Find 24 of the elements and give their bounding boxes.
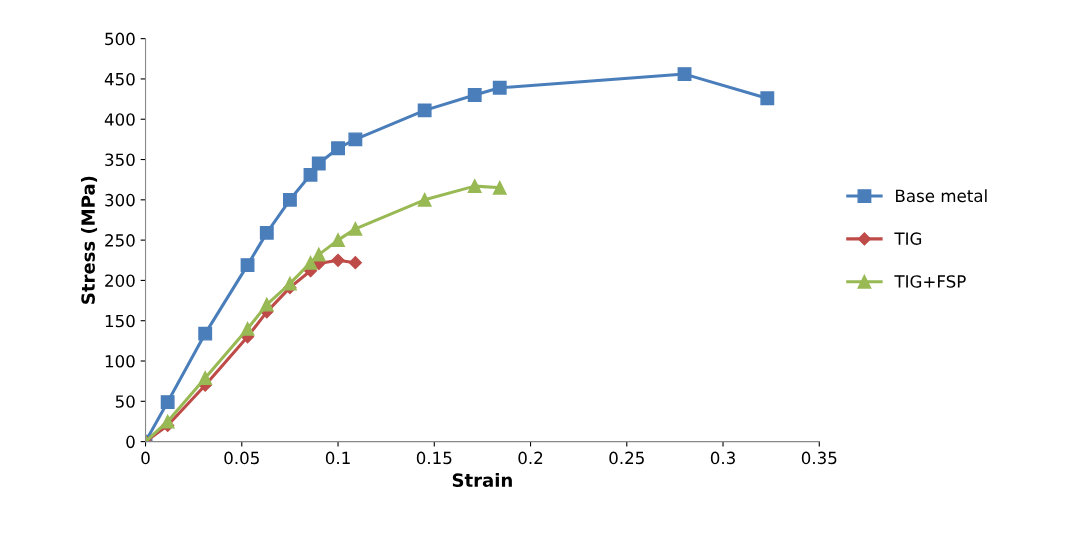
y-tick-label: 350 <box>105 153 135 167</box>
y-tick-label: 50 <box>115 395 135 408</box>
y-tick-label: 500 <box>105 32 135 46</box>
y-tick-label: 100 <box>105 354 135 368</box>
x-tick-label: 0.1 <box>325 451 350 465</box>
x-tick-label: 0.05 <box>224 451 259 465</box>
x-tick-label: 0.35 <box>801 451 837 465</box>
y-tick-label: 0 <box>126 435 135 449</box>
y-tick-label: 200 <box>105 274 135 287</box>
y-tick-label: 400 <box>104 113 135 126</box>
x-tick-label: 0.25 <box>609 451 644 465</box>
y-axis-title: Stress (MPa) <box>80 176 98 304</box>
legend-label: TIG <box>894 232 922 245</box>
y-tick-label: 450 <box>104 72 135 86</box>
y-tick-label: 250 <box>105 234 135 247</box>
x-axis-title: Strain <box>452 473 512 487</box>
y-tick-label: 300 <box>105 193 135 207</box>
x-tick-label: 0.2 <box>518 451 543 465</box>
legend-label: TIG+FSP <box>894 275 966 288</box>
y-tick-label: 150 <box>105 314 135 328</box>
x-tick-label: 0.15 <box>416 451 452 465</box>
x-tick-label: 0.3 <box>710 451 735 465</box>
legend-label: Base metal <box>896 189 987 203</box>
x-tick-label: 0 <box>141 451 150 465</box>
